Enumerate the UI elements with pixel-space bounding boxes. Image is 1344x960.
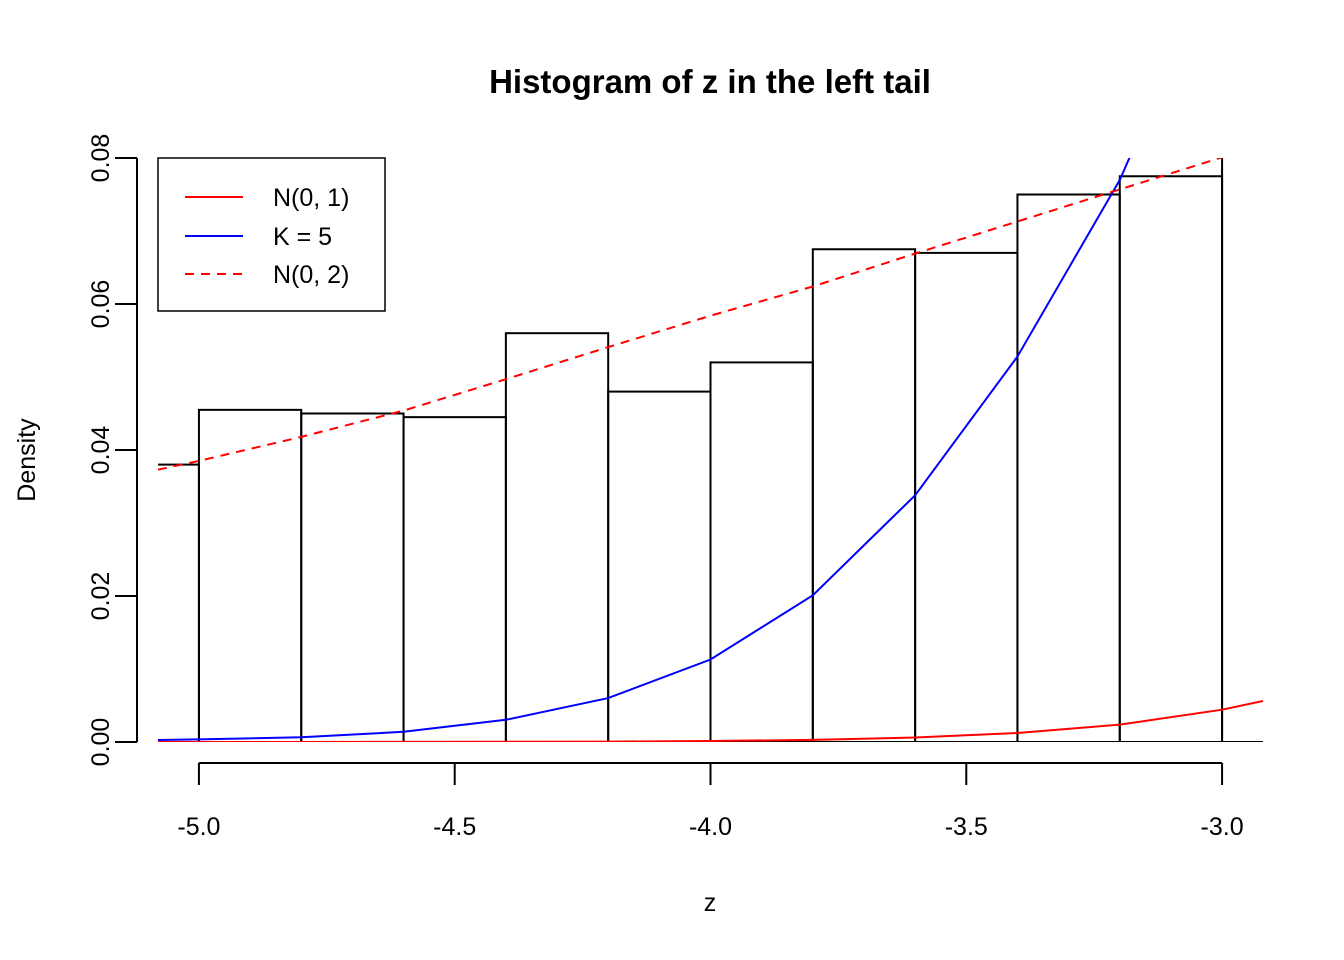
histogram-bar-2 xyxy=(300,412,405,742)
density-curves xyxy=(158,158,1263,742)
y-axis: 0.00 0.02 0.04 0.06 0.08 xyxy=(87,134,138,767)
x-tick-label-3: -3.5 xyxy=(945,813,988,841)
histogram-bar-6 xyxy=(709,361,814,742)
y-axis-label: Density xyxy=(13,418,41,502)
x-tick-label-0: -5.0 xyxy=(177,813,220,841)
x-axis: -5.0 -4.5 -4.0 -3.5 -3.0 xyxy=(177,762,1244,841)
legend-box xyxy=(157,157,386,312)
histogram-bar-3 xyxy=(402,416,507,742)
y-tick-label-3: 0.06 xyxy=(87,280,115,329)
histogram-bar-7 xyxy=(811,248,917,742)
histogram-bar-10 xyxy=(1118,175,1224,742)
y-tick-label-4: 0.08 xyxy=(87,134,115,183)
x-tick-label-2: -4.0 xyxy=(689,813,732,841)
y-tick-label-1: 0.02 xyxy=(87,572,115,621)
chart-title: Histogram of z in the left tail xyxy=(489,63,931,100)
legend-label-n01: N(0, 1) xyxy=(273,184,349,212)
x-tick-label-1: -4.5 xyxy=(433,813,476,841)
density-curve-2 xyxy=(158,158,1224,471)
x-tick-label-4: -3.0 xyxy=(1201,813,1244,841)
histogram-bar-9 xyxy=(1016,193,1121,742)
density-curve-0 xyxy=(158,700,1263,742)
y-tick-label-0: 0.00 xyxy=(87,718,115,767)
histogram-bar-1 xyxy=(197,408,303,742)
histogram-bars xyxy=(158,158,1263,742)
histogram-bar-4 xyxy=(504,332,610,742)
density-curve-1 xyxy=(158,158,1131,741)
y-tick-label-2: 0.04 xyxy=(87,426,115,475)
histogram-bar-11 xyxy=(1221,158,1263,742)
x-axis-label: z xyxy=(704,889,717,917)
legend-label-k5: K = 5 xyxy=(273,223,332,251)
histogram-bar-5 xyxy=(607,390,712,742)
legend: N(0, 1) K = 5 N(0, 2) xyxy=(157,157,386,312)
legend-label-n02: N(0, 2) xyxy=(273,261,349,289)
histogram-bar-8 xyxy=(914,251,1019,742)
